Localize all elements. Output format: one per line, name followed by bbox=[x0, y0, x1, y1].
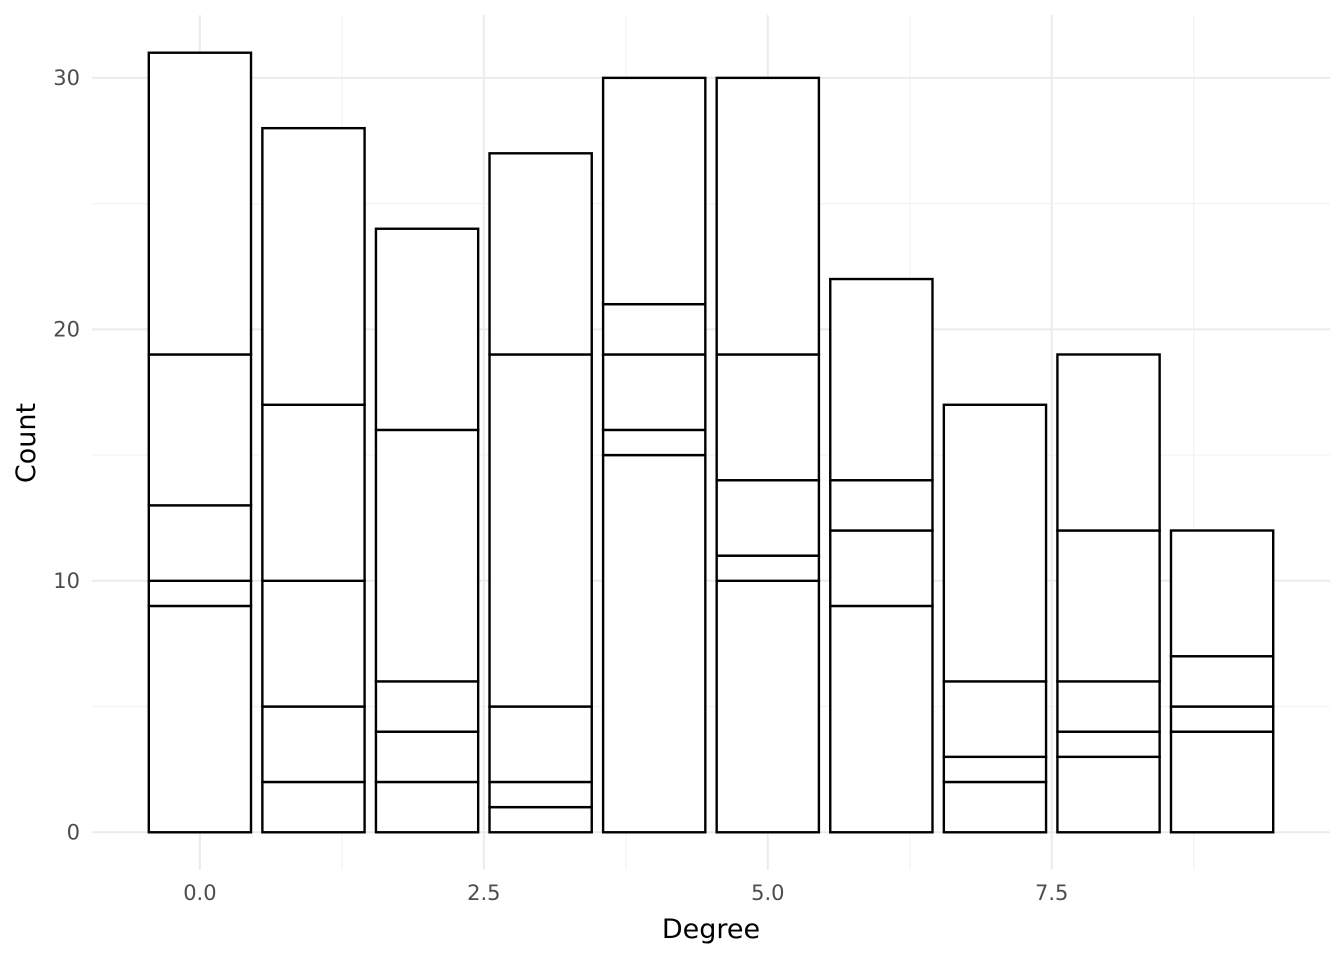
bar-2 bbox=[374, 227, 480, 834]
bar-segment bbox=[1056, 353, 1161, 532]
bar-segment bbox=[374, 680, 480, 733]
bar-segment bbox=[942, 680, 1048, 759]
bar-segment bbox=[1169, 529, 1275, 658]
bar-segment bbox=[715, 353, 821, 482]
bar-segment bbox=[374, 730, 480, 784]
bar-segment bbox=[488, 152, 593, 356]
bar-segment bbox=[942, 755, 1048, 784]
bar-segment bbox=[942, 780, 1048, 834]
y-axis-ticks: 0 10 20 30 bbox=[53, 66, 80, 844]
bar-segment bbox=[261, 126, 366, 406]
bar-segment bbox=[374, 780, 480, 834]
bar-segment bbox=[1056, 680, 1161, 733]
bar-segment bbox=[261, 780, 366, 834]
bar-segment bbox=[601, 76, 707, 306]
bar-segment bbox=[601, 428, 707, 457]
bar-segment bbox=[942, 403, 1048, 683]
x-axis-title: Degree bbox=[662, 914, 760, 945]
y-tick-label: 30 bbox=[53, 66, 80, 90]
bar-segment bbox=[374, 227, 480, 432]
bar-segment bbox=[1169, 655, 1275, 708]
bar-segment bbox=[1169, 705, 1275, 733]
bar-segment bbox=[261, 705, 366, 784]
y-axis-title: Count bbox=[11, 403, 42, 483]
bar-segment bbox=[715, 76, 821, 356]
x-tick-label: 5.0 bbox=[751, 881, 784, 905]
y-tick-label: 10 bbox=[53, 569, 80, 593]
bar-segment bbox=[261, 403, 366, 583]
x-tick-label: 7.5 bbox=[1035, 881, 1068, 905]
bar-segment bbox=[829, 604, 934, 834]
bar-segment bbox=[715, 579, 821, 834]
bar-segment bbox=[374, 428, 480, 683]
bar-segment bbox=[147, 51, 253, 356]
bar-1 bbox=[261, 126, 366, 834]
bar-4 bbox=[601, 76, 707, 834]
bar-segment bbox=[261, 579, 366, 708]
bar-segment bbox=[147, 504, 253, 583]
bar-segment bbox=[829, 529, 934, 608]
bar-6 bbox=[829, 277, 934, 834]
bar-segment bbox=[715, 479, 821, 557]
bar-segment bbox=[829, 277, 934, 482]
bar-segment bbox=[1056, 755, 1161, 834]
y-tick-label: 0 bbox=[67, 820, 80, 844]
bar-segment bbox=[147, 604, 253, 834]
bar-segment bbox=[488, 705, 593, 784]
bar-segment bbox=[488, 780, 593, 809]
bar-segment bbox=[147, 353, 253, 507]
x-axis-ticks: 0.0 2.5 5.0 7.5 bbox=[183, 881, 1068, 905]
bars bbox=[147, 51, 1275, 834]
bar-segment bbox=[147, 579, 253, 608]
bar-9 bbox=[1169, 529, 1275, 834]
x-tick-label: 0.0 bbox=[183, 881, 216, 905]
bar-segment bbox=[488, 353, 593, 708]
bar-segment bbox=[601, 353, 707, 432]
bar-3 bbox=[488, 152, 593, 834]
bar-segment bbox=[488, 805, 593, 834]
bar-8 bbox=[1056, 353, 1161, 834]
y-tick-label: 20 bbox=[53, 317, 80, 341]
bar-segment bbox=[1056, 730, 1161, 759]
bar-segment bbox=[829, 479, 934, 532]
bar-segment bbox=[715, 554, 821, 583]
bar-segment bbox=[1169, 730, 1275, 834]
bar-7 bbox=[942, 403, 1048, 834]
bar-segment bbox=[1056, 529, 1161, 683]
bar-0 bbox=[147, 51, 253, 834]
bar-5 bbox=[715, 76, 821, 834]
x-tick-label: 2.5 bbox=[467, 881, 500, 905]
bar-segment bbox=[601, 453, 707, 834]
bar-segment bbox=[601, 302, 707, 356]
